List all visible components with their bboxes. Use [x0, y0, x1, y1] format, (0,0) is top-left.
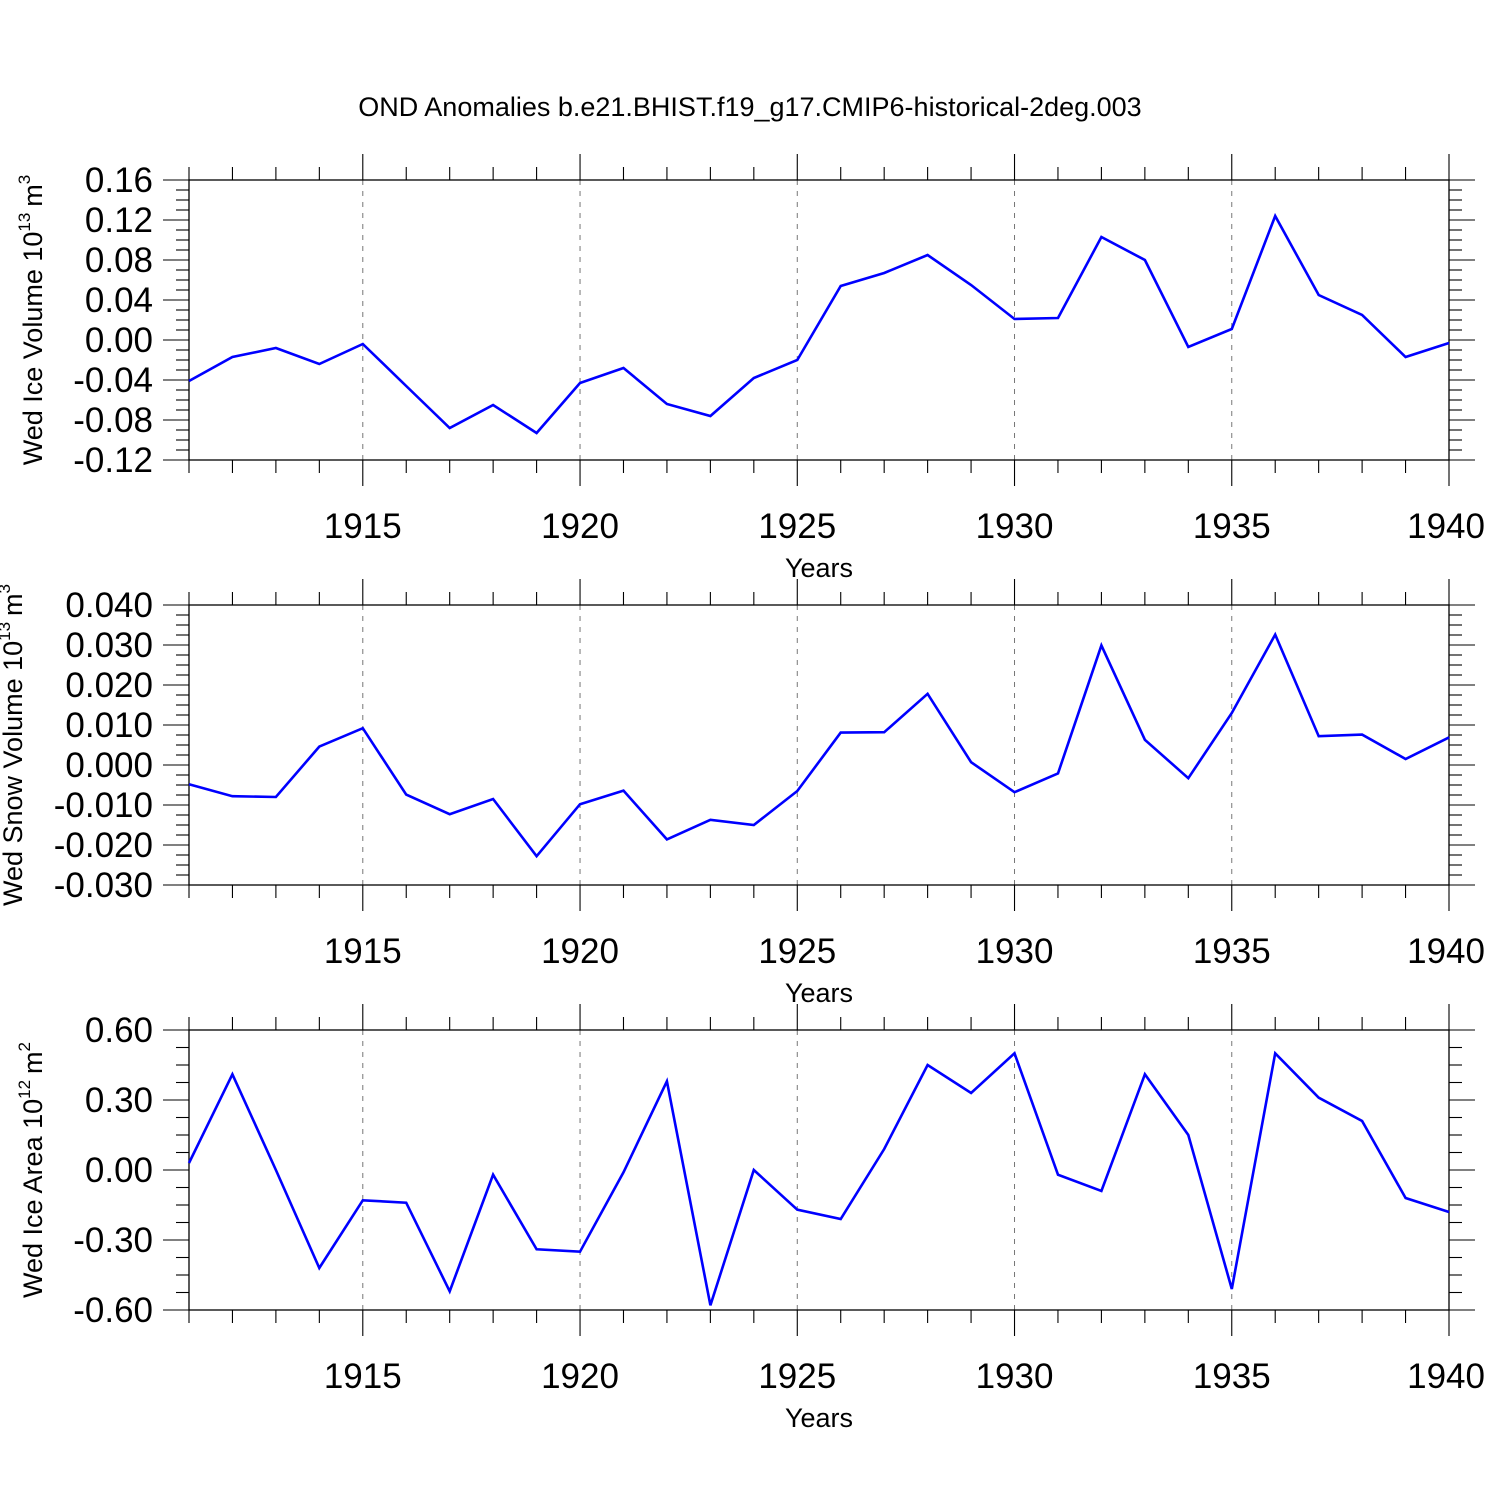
x-tick-label: 1930	[976, 932, 1054, 971]
x-tick-label: 1920	[541, 507, 619, 546]
x-tick-label: 1915	[324, 507, 402, 546]
series-line	[188, 631, 1450, 859]
x-tick-label: 1930	[976, 507, 1054, 546]
x-tick-label: 1935	[1193, 932, 1271, 971]
panel-snow-volume: -0.030-0.020-0.0100.0000.0100.0200.0300.…	[0, 579, 1485, 1008]
series-line	[188, 212, 1450, 435]
x-axis-label: Years	[785, 978, 853, 1008]
panel-ice-area: -0.60 -0.30 0.00 0.30 0.60 1915 1920 1925 1930 19…	[15, 1004, 1485, 1433]
y-tick-label: 0.30	[85, 1081, 153, 1120]
x-axis-label: Years	[785, 553, 853, 583]
y-tick-label: -0.12	[73, 441, 153, 480]
y-tick-label: -0.010	[54, 786, 153, 825]
y-tick-label: 0.010	[65, 706, 153, 745]
y-tick-label: -0.60	[73, 1291, 153, 1330]
y-tick-label: -0.020	[54, 826, 153, 865]
x-tick-label: 1925	[758, 1357, 836, 1396]
y-tick-label: -0.30	[73, 1221, 153, 1260]
y-tick-label: 0.08	[85, 241, 153, 280]
y-tick-label: 0.00	[85, 321, 153, 360]
x-tick-label: 1935	[1193, 507, 1271, 546]
x-tick-label: 1940	[1407, 932, 1485, 971]
y-tick-label: 0.020	[65, 666, 153, 705]
x-tick-label: 1925	[758, 932, 836, 971]
figure-title: OND Anomalies b.e21.BHIST.f19_g17.CMIP6-…	[358, 92, 1141, 122]
y-axis-label: Wed Snow Volume 1013m3	[0, 584, 28, 906]
y-tick-label: 0.030	[65, 626, 153, 665]
x-tick-label: 1915	[324, 932, 402, 971]
x-tick-label: 1940	[1407, 507, 1485, 546]
y-tick-label: -0.04	[73, 361, 153, 400]
y-tick-label: 0.040	[65, 586, 153, 625]
panel-ice-volume: -0.12-0.08-0.040.000.040.080.120.16 1915 1…	[15, 154, 1485, 583]
x-tick-label: 1935	[1193, 1357, 1271, 1396]
x-tick-label: 1915	[324, 1357, 402, 1396]
y-tick-label: -0.030	[54, 866, 153, 905]
x-tick-label: 1940	[1407, 1357, 1485, 1396]
y-axis-label: Wed Ice Volume 1013m3	[15, 175, 48, 466]
plot-frame	[188, 604, 1450, 886]
x-tick-label: 1930	[976, 1357, 1054, 1396]
series-line	[187, 1050, 1450, 1306]
y-tick-label: 0.12	[85, 201, 153, 240]
plot-frame	[188, 1029, 1450, 1311]
y-tick-label: -0.08	[73, 401, 153, 440]
y-tick-label: 0.00	[85, 1151, 153, 1190]
plot-frame	[188, 179, 1450, 461]
y-tick-label: 0.04	[85, 281, 153, 320]
x-tick-label: 1920	[541, 932, 619, 971]
y-tick-label: 0.60	[85, 1011, 153, 1050]
x-axis-label: Years	[785, 1403, 853, 1433]
y-tick-label: 0.000	[65, 746, 153, 785]
y-axis-label: Wed Ice Area 1012m2	[15, 1042, 48, 1298]
x-tick-label: 1920	[541, 1357, 619, 1396]
y-tick-label: 0.16	[85, 161, 153, 200]
x-tick-label: 1925	[758, 507, 836, 546]
